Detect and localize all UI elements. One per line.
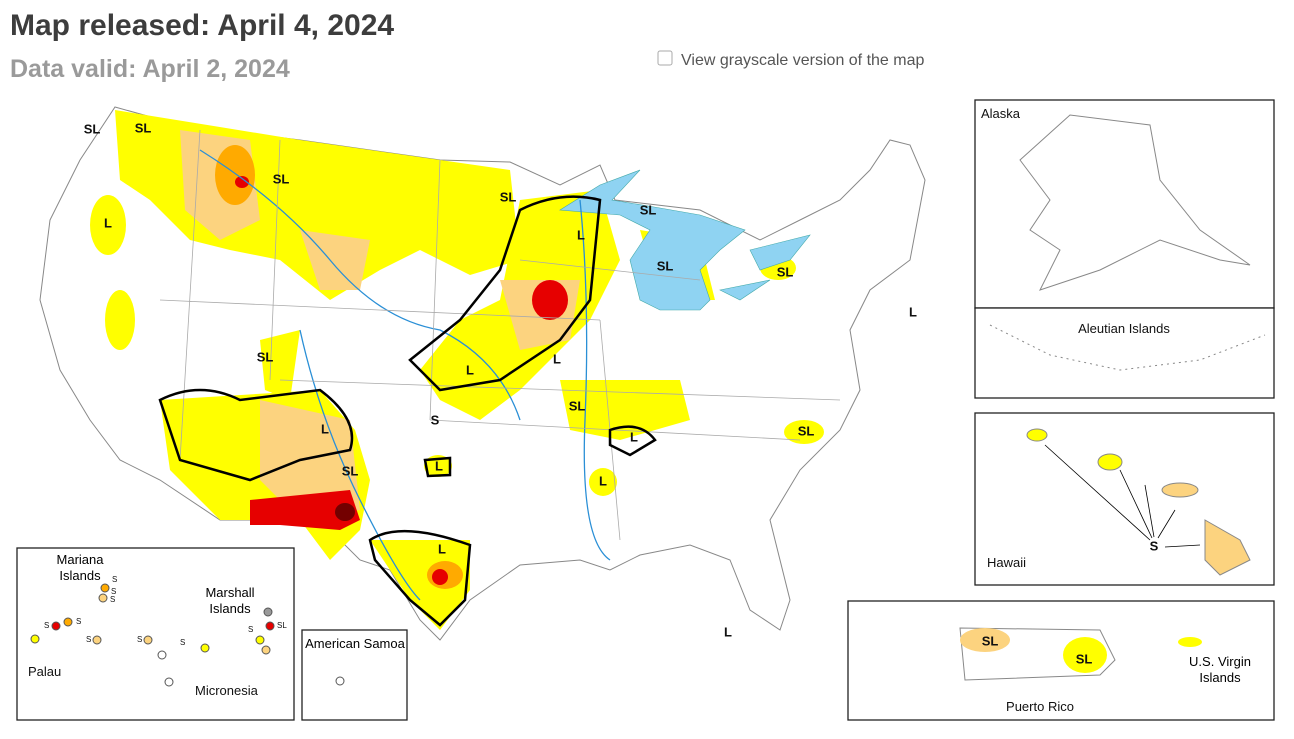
inset-label: Micronesia	[195, 683, 259, 698]
pacific-impact-label: S	[110, 595, 115, 604]
impact-label: L	[104, 215, 112, 230]
inset-label: Marshall Islands	[205, 585, 255, 616]
title: Map released: April 4, 2024	[10, 9, 394, 42]
impact-label: SL	[500, 189, 517, 204]
impact-label: L	[553, 351, 561, 366]
conus-map	[39, 106, 926, 641]
pacific-impact-label: S	[180, 638, 185, 647]
subtitle: Data valid: April 2, 2024	[10, 55, 290, 83]
impact-label: SL	[257, 349, 274, 364]
impact-label: L	[321, 421, 329, 436]
inset-label: U.S. Virgin Islands	[1189, 654, 1251, 685]
impact-label: SL	[569, 398, 586, 413]
pacific-impact-label: S	[76, 617, 81, 626]
impact-label: SL	[798, 423, 815, 438]
impact-label: S	[1150, 538, 1159, 553]
pacific-impact-label: S	[137, 635, 142, 644]
pacific-impact-label: S	[112, 575, 117, 584]
pacific-impact-label: S	[248, 625, 253, 634]
impact-label: SL	[273, 171, 290, 186]
grayscale-label[interactable]: View grayscale version of the map	[681, 52, 924, 69]
impact-label: L	[630, 429, 638, 444]
aleutian-inset	[974, 307, 1275, 399]
impact-label: L	[599, 473, 607, 488]
impact-label: SL	[777, 264, 794, 279]
impact-label: L	[435, 458, 443, 473]
impact-label: SL	[135, 120, 152, 135]
inset-label: American Samoa	[305, 636, 405, 651]
impact-label: SL	[982, 633, 999, 648]
impact-label: S	[431, 412, 440, 427]
inset-label: Hawaii	[987, 555, 1026, 570]
inset-label: Mariana Islands	[56, 552, 104, 583]
impact-label: L	[466, 362, 474, 377]
inset-label: Puerto Rico	[1006, 699, 1074, 714]
impact-label: SL	[84, 121, 101, 136]
pacific-inset	[16, 547, 295, 721]
impact-label: SL	[657, 258, 674, 273]
inset-label: Alaska	[981, 106, 1021, 121]
inset-label: Aleutian Islands	[1078, 321, 1170, 336]
impact-label: SL	[1076, 651, 1093, 666]
impact-label: L	[909, 304, 917, 319]
grayscale-checkbox[interactable]	[657, 50, 673, 66]
pacific-impact-label: SL	[277, 621, 287, 630]
inset-label: Palau	[28, 664, 61, 679]
impact-label: SL	[640, 202, 657, 217]
impact-label: SL	[342, 463, 359, 478]
impact-label: L	[724, 624, 732, 639]
impact-label: L	[577, 227, 585, 242]
pacific-impact-label: S	[44, 621, 49, 630]
samoa-inset	[301, 629, 408, 721]
pacific-impact-label: S	[111, 587, 116, 596]
pacific-impact-label: S	[86, 635, 91, 644]
impact-label: L	[438, 541, 446, 556]
